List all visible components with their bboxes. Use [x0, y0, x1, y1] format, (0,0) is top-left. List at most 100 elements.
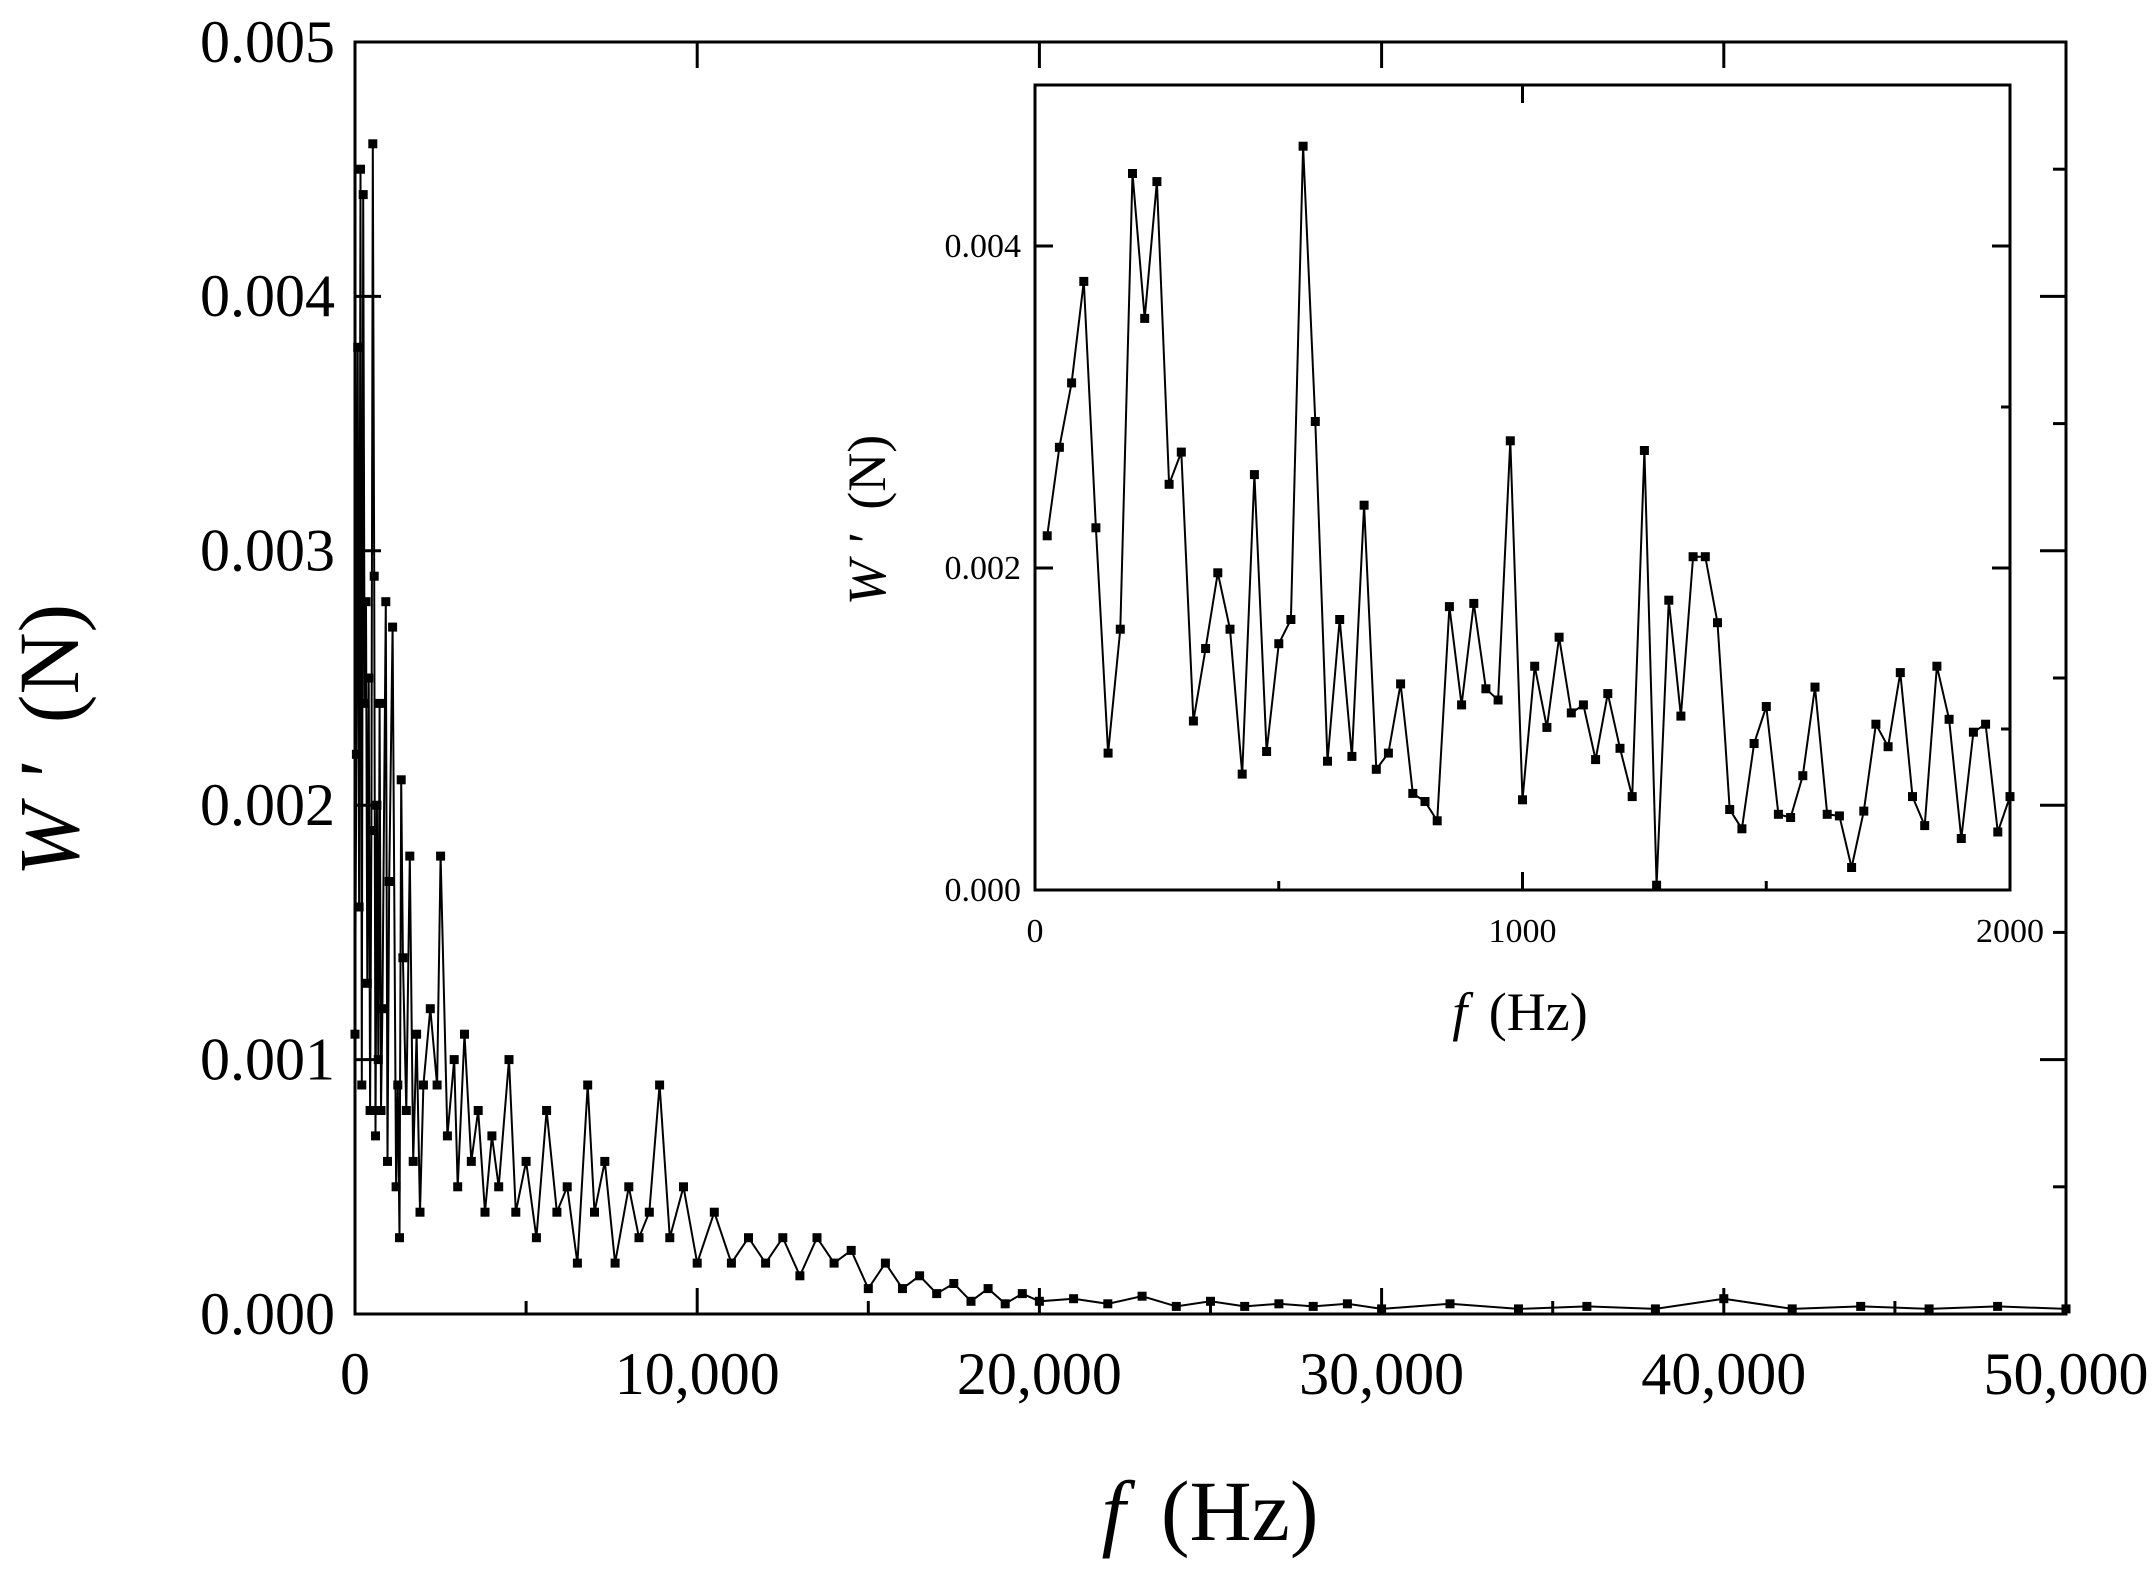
main-data-point: [966, 1296, 976, 1306]
main-data-point: [1650, 1304, 1660, 1314]
main-data-point: [531, 1233, 541, 1243]
inset-data-point: [1347, 751, 1357, 761]
main-data-point: [395, 1233, 404, 1243]
main-data-point: [362, 978, 372, 988]
inset-data-layer: [1042, 141, 2015, 890]
main-data-point: [371, 1131, 380, 1141]
inset-data-point: [1310, 417, 1320, 426]
inset-ticks: [1033, 85, 2012, 892]
main-data-point: [442, 1131, 452, 1141]
inset-data-point: [1201, 644, 1211, 653]
main-data-point: [583, 1080, 593, 1090]
main-data-point: [383, 1156, 392, 1166]
inset-data-point: [1518, 795, 1527, 805]
inset-data-point: [1847, 863, 1857, 872]
main-data-point: [846, 1245, 856, 1255]
main-x-tick-label: 10,000: [615, 1341, 780, 1407]
main-data-point: [915, 1271, 925, 1281]
main-data-point: [1274, 1299, 1284, 1309]
main-data-point: [655, 1080, 665, 1090]
main-data-point: [634, 1233, 644, 1243]
main-data-point: [408, 1156, 418, 1166]
inset-data-point: [1834, 811, 1844, 821]
main-data-point: [863, 1284, 873, 1294]
inset-data-point: [1054, 442, 1064, 452]
main-data-point: [761, 1258, 771, 1268]
main-x-tick-label: 40,000: [1641, 1341, 1806, 1407]
main-tick-labels: 0 10,000 20,000 30,000 40,000 50,000 0.000 0.00…: [200, 9, 2149, 1407]
main-data-point: [898, 1284, 907, 1294]
main-y-tick-label: 0.005: [200, 9, 335, 75]
main-data-point: [726, 1258, 736, 1268]
main-data-point: [504, 1055, 514, 1065]
main-data-point: [829, 1258, 839, 1268]
inset-data-point: [1932, 661, 1942, 671]
inset-data-point: [1761, 702, 1771, 711]
inset-data-point: [1908, 792, 1917, 802]
main-data-point: [795, 1271, 805, 1281]
inset-data-point: [1457, 700, 1467, 710]
main-data-point: [1017, 1289, 1027, 1299]
inset-y-axis-unit: (N): [837, 435, 897, 510]
inset-data-point: [1652, 880, 1662, 890]
main-data-point: [375, 698, 385, 708]
main-data-point: [398, 953, 408, 963]
main-data-point: [1308, 1301, 1318, 1311]
inset-data-point: [1713, 618, 1722, 628]
main-x-tick-label: 50,000: [1984, 1341, 2149, 1407]
inset-series-line: [1046, 146, 2011, 886]
main-data-point: [1924, 1304, 1934, 1314]
main-data-point: [418, 1080, 428, 1090]
main-data-point: [357, 1080, 367, 1090]
inset-data-point: [1798, 771, 1808, 781]
main-data-point: [644, 1207, 654, 1217]
inset-y-tick-label: 0.000: [945, 872, 1022, 909]
inset-data-point: [1871, 719, 1881, 729]
main-data-point: [460, 1029, 469, 1039]
inset-tick-labels: 0 1000 2000 0.000 0.002 0.004: [945, 228, 2045, 950]
inset-data-point: [1993, 827, 2003, 837]
main-data-point: [353, 342, 363, 352]
main-x-tick-label: 0: [340, 1341, 370, 1407]
main-data-point: [360, 698, 370, 708]
inset-data-point: [1859, 806, 1869, 816]
main-y-axis-title: W ' (N): [1, 604, 97, 876]
main-data-point: [572, 1258, 582, 1268]
main-data-point: [983, 1284, 993, 1294]
main-data-point: [1342, 1299, 1352, 1309]
inset-data-point: [1286, 615, 1296, 624]
main-data-point: [1069, 1294, 1079, 1304]
inset-data-point: [1554, 632, 1564, 642]
inset-data-point: [1225, 624, 1235, 634]
main-data-point: [376, 1106, 386, 1115]
main-data-point: [1000, 1299, 1010, 1309]
inset-data-point: [1298, 141, 1308, 151]
inset-data-point: [1591, 755, 1601, 765]
main-data-point: [453, 1182, 463, 1192]
inset-y-axis-var: W ': [837, 534, 897, 605]
inset-x-axis-unit: (Hz): [1489, 982, 1588, 1042]
main-data-point: [932, 1289, 942, 1299]
main-data-point: [366, 826, 376, 836]
inset-data-point: [1371, 764, 1381, 774]
inset-data-point: [1335, 615, 1345, 624]
inset-data-point: [1810, 682, 1820, 692]
main-data-point: [692, 1258, 702, 1268]
main-data-point: [1856, 1301, 1866, 1311]
inset-data-point: [1408, 788, 1418, 798]
main-data-point: [401, 1106, 411, 1115]
main-data-point: [744, 1233, 753, 1243]
inset-chart: 0 1000 2000 0.000 0.002 0.004 f (Hz) W ' (N): [837, 83, 2045, 1042]
main-data-point: [521, 1156, 531, 1166]
main-data-point: [369, 571, 379, 581]
inset-data-point: [1944, 714, 1954, 724]
inset-x-tick-label: 1000: [1489, 913, 1557, 950]
main-data-point: [1171, 1301, 1181, 1311]
main-data-point: [1137, 1291, 1147, 1301]
main-data-point: [365, 1106, 375, 1115]
main-data-point: [473, 1106, 483, 1115]
inset-data-point: [1786, 813, 1796, 822]
main-data-point: [1240, 1301, 1250, 1311]
inset-data-point: [1542, 722, 1552, 732]
inset-data-point: [1396, 679, 1406, 689]
